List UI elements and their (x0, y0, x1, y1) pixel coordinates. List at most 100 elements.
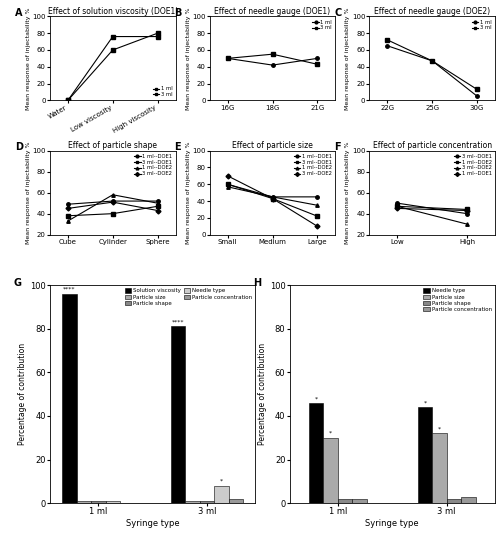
3 ml--DOE1 (110, 211, 116, 217)
1 ml--DOE1 (394, 205, 400, 212)
3 ml (224, 55, 230, 62)
1 ml--DOE2 (154, 200, 160, 206)
Line: 1 ml--DOE1: 1 ml--DOE1 (396, 207, 469, 212)
Text: F: F (334, 142, 341, 152)
Line: 1 ml--DOE1: 1 ml--DOE1 (226, 183, 319, 199)
X-axis label: Syringe type: Syringe type (366, 519, 419, 528)
3 ml (474, 86, 480, 92)
Text: *: * (220, 479, 223, 484)
Bar (200, 501, 214, 503)
Y-axis label: Percentage of contribution: Percentage of contribution (258, 343, 267, 445)
3 ml (429, 57, 435, 64)
3 ml--DOE2 (224, 173, 230, 179)
3 ml--DOE1 (314, 213, 320, 219)
3 ml (384, 37, 390, 43)
1 ml--DOE1 (314, 194, 320, 200)
Legend: Needle type, Particle size, Particle shape, Particle concentration: Needle type, Particle size, Particle sha… (421, 286, 494, 314)
1 ml--DOE1 (464, 207, 470, 214)
Title: Effect of particle size: Effect of particle size (232, 141, 313, 150)
Text: B: B (174, 8, 182, 18)
Line: 1 ml: 1 ml (66, 32, 160, 102)
Line: 3 ml: 3 ml (66, 35, 160, 102)
Text: E: E (174, 142, 181, 152)
3 ml (270, 51, 276, 57)
Text: *: * (424, 400, 426, 405)
1 ml--DOE2 (110, 191, 116, 198)
Line: 3 ml--DOE2: 3 ml--DOE2 (396, 205, 469, 226)
Line: 3 ml--DOE2: 3 ml--DOE2 (66, 200, 160, 212)
Title: Effect of needle gauge (DOE2): Effect of needle gauge (DOE2) (374, 7, 490, 16)
Bar (432, 433, 446, 503)
Y-axis label: Mean response of injectability %: Mean response of injectability % (26, 142, 31, 244)
3 ml--DOE1 (394, 200, 400, 206)
Text: *: * (438, 427, 441, 432)
Legend: 1 ml--DOE1, 3 ml--DOE1, 1 ml--DOE2, 3 ml--DOE2: 1 ml--DOE1, 3 ml--DOE1, 1 ml--DOE2, 3 ml… (132, 152, 174, 178)
Bar (106, 501, 120, 503)
Title: Effect of particle concentration: Effect of particle concentration (372, 141, 492, 150)
3 ml--DOE1 (464, 211, 470, 217)
1 ml--DOE1 (270, 194, 276, 200)
Bar (309, 403, 324, 503)
Bar (214, 486, 229, 503)
1 ml--DOE2 (270, 194, 276, 200)
Line: 3 ml: 3 ml (226, 53, 319, 66)
Title: Effect of solution viscosity (DOE1): Effect of solution viscosity (DOE1) (48, 7, 178, 16)
3 ml--DOE2 (154, 207, 160, 214)
Line: 3 ml--DOE2: 3 ml--DOE2 (226, 174, 319, 228)
1 ml (110, 46, 116, 53)
Line: 1 ml: 1 ml (226, 57, 319, 67)
Text: ****: **** (172, 320, 184, 325)
Text: A: A (15, 8, 22, 18)
Line: 3 ml: 3 ml (386, 38, 479, 91)
Text: C: C (334, 8, 342, 18)
3 ml--DOE1 (224, 181, 230, 188)
3 ml--DOE2 (270, 195, 276, 202)
1 ml--DOE2 (65, 218, 71, 224)
1 ml (65, 97, 71, 103)
Y-axis label: Mean response of injectability %: Mean response of injectability % (26, 7, 31, 109)
3 ml (110, 33, 116, 40)
3 ml--DOE1 (270, 195, 276, 202)
Bar (62, 294, 76, 503)
Text: *: * (329, 431, 332, 436)
Line: 1 ml--DOE2: 1 ml--DOE2 (396, 205, 469, 211)
1 ml (314, 55, 320, 62)
Title: Effect of needle gauge (DOE1): Effect of needle gauge (DOE1) (214, 7, 330, 16)
3 ml--DOE2 (394, 203, 400, 210)
3 ml--DOE1 (154, 203, 160, 210)
X-axis label: Syringe type: Syringe type (126, 519, 180, 528)
Legend: 1 ml, 3 ml: 1 ml, 3 ml (470, 18, 494, 32)
Bar (186, 501, 200, 503)
Title: Effect of particle shape: Effect of particle shape (68, 141, 158, 150)
Legend: 1 ml, 3 ml: 1 ml, 3 ml (310, 18, 334, 32)
1 ml--DOE2 (314, 202, 320, 208)
1 ml--DOE1 (110, 198, 116, 205)
Y-axis label: Mean response of injectability %: Mean response of injectability % (346, 142, 350, 244)
Bar (76, 501, 91, 503)
1 ml--DOE1 (154, 198, 160, 205)
3 ml (154, 33, 160, 40)
Bar (338, 499, 352, 503)
3 ml--DOE2 (314, 223, 320, 230)
1 ml (474, 93, 480, 100)
Bar (352, 499, 367, 503)
Legend: Solution viscosity, Particle size, Particle shape, Needle type, Particle concent: Solution viscosity, Particle size, Parti… (122, 286, 254, 308)
3 ml--DOE2 (464, 221, 470, 228)
Bar (91, 501, 106, 503)
3 ml (65, 97, 71, 103)
1 ml--DOE2 (464, 206, 470, 213)
Line: 1 ml: 1 ml (386, 44, 479, 98)
Bar (229, 499, 244, 503)
1 ml (270, 62, 276, 68)
1 ml--DOE1 (224, 181, 230, 188)
Line: 3 ml--DOE1: 3 ml--DOE1 (226, 183, 319, 218)
Y-axis label: Mean response of injectability %: Mean response of injectability % (346, 7, 350, 109)
Y-axis label: Mean response of injectability %: Mean response of injectability % (186, 7, 190, 109)
1 ml (154, 30, 160, 37)
Legend: 1 ml--DOE1, 3 ml--DOE1, 1 ml--DOE2, 3 ml--DOE2: 1 ml--DOE1, 3 ml--DOE1, 1 ml--DOE2, 3 ml… (292, 152, 334, 178)
Y-axis label: Percentage of contribution: Percentage of contribution (18, 343, 28, 445)
Line: 3 ml--DOE1: 3 ml--DOE1 (396, 201, 469, 216)
Y-axis label: Mean response of injectability %: Mean response of injectability % (186, 142, 190, 244)
Text: G: G (13, 278, 21, 288)
1 ml--DOE1 (65, 201, 71, 207)
